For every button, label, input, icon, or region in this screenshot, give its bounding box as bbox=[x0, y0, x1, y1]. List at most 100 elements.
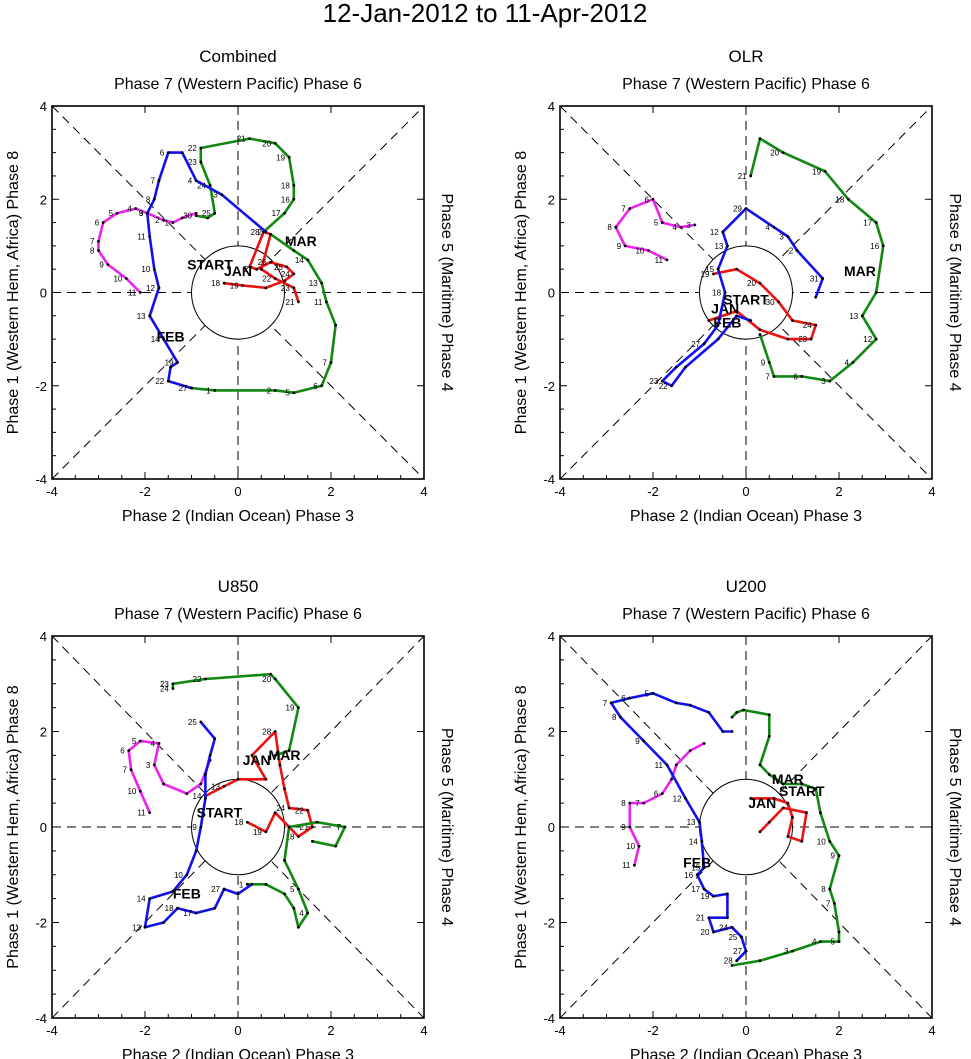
y-tick-label: 0 bbox=[40, 820, 47, 835]
series-point bbox=[726, 916, 729, 920]
series-point bbox=[805, 811, 808, 815]
day-label: 1 bbox=[239, 880, 244, 889]
day-label: 3 bbox=[139, 209, 144, 218]
day-label: 5 bbox=[109, 209, 114, 218]
series-point bbox=[334, 844, 338, 848]
series-point bbox=[283, 892, 286, 896]
x-tick-label: 2 bbox=[327, 484, 334, 499]
series-point bbox=[306, 258, 310, 262]
series-point bbox=[874, 291, 878, 294]
series-point bbox=[148, 897, 152, 901]
series-point bbox=[287, 155, 291, 159]
series-point bbox=[329, 361, 333, 364]
series-line-feb bbox=[143, 721, 253, 929]
series-point bbox=[292, 249, 296, 252]
day-label: 5 bbox=[831, 938, 836, 947]
y-tick-label: 2 bbox=[40, 192, 47, 207]
day-label: 12 bbox=[863, 335, 872, 344]
series-point bbox=[874, 221, 878, 224]
series-point bbox=[171, 221, 175, 224]
day-label: 18 bbox=[234, 818, 243, 827]
series-point bbox=[171, 687, 175, 690]
series-point bbox=[199, 160, 203, 164]
series-point bbox=[660, 379, 664, 383]
day-label: 21 bbox=[696, 914, 705, 923]
day-label: 1 bbox=[206, 386, 211, 395]
day-label: 21 bbox=[738, 172, 747, 181]
day-label: 24 bbox=[281, 270, 290, 279]
series-point bbox=[821, 277, 825, 280]
day-label: 13 bbox=[687, 818, 696, 827]
day-label: 7 bbox=[150, 177, 155, 186]
series-point bbox=[837, 930, 841, 934]
month-label: FEB bbox=[713, 314, 741, 330]
day-label: 7 bbox=[336, 823, 341, 832]
day-label: 22 bbox=[193, 675, 202, 684]
series-point bbox=[814, 295, 818, 299]
x-tick-label: -2 bbox=[139, 1023, 151, 1038]
series-point bbox=[269, 260, 272, 264]
series-point bbox=[199, 782, 203, 786]
day-label: 11 bbox=[655, 256, 664, 265]
day-label: 21 bbox=[237, 135, 246, 144]
y-tick-label: -2 bbox=[35, 379, 47, 394]
series-point bbox=[772, 375, 776, 378]
day-label: 12 bbox=[673, 794, 682, 803]
day-label: 17 bbox=[183, 909, 192, 918]
series-point bbox=[283, 279, 286, 283]
day-label: 17 bbox=[863, 219, 872, 228]
series-point bbox=[292, 286, 296, 290]
series-point bbox=[273, 811, 277, 815]
day-label: 13 bbox=[211, 782, 220, 791]
series-point bbox=[292, 197, 296, 201]
x-tick-label: 0 bbox=[234, 484, 241, 499]
series-point bbox=[194, 911, 198, 915]
day-label: 23 bbox=[188, 158, 197, 167]
series-point bbox=[749, 796, 753, 800]
day-label: 15 bbox=[691, 864, 700, 873]
day-label: 20 bbox=[262, 675, 271, 684]
series-point bbox=[311, 825, 314, 829]
series-point bbox=[157, 179, 161, 183]
series-point bbox=[800, 839, 804, 843]
series-point bbox=[688, 749, 692, 752]
x-tick-label: 0 bbox=[742, 484, 749, 499]
top-phase-label: Phase 7 (Western Pacific) Phase 6 bbox=[622, 76, 870, 93]
day-label: 14 bbox=[689, 837, 698, 846]
day-label: 20 bbox=[262, 139, 271, 148]
series-point bbox=[297, 300, 300, 304]
day-label: 5 bbox=[654, 219, 659, 228]
series-point bbox=[115, 211, 119, 215]
series-point bbox=[651, 197, 655, 201]
day-label: 7 bbox=[123, 766, 128, 775]
series-point bbox=[297, 925, 300, 929]
series-point bbox=[665, 258, 669, 262]
series-point bbox=[828, 839, 832, 843]
series-point bbox=[758, 328, 762, 332]
month-label: FEB bbox=[173, 886, 201, 902]
series-point bbox=[637, 844, 641, 848]
series-point bbox=[171, 890, 175, 893]
series-point bbox=[264, 777, 268, 781]
series-line-jan bbox=[750, 797, 808, 843]
series-point bbox=[285, 265, 289, 269]
day-label: 24 bbox=[803, 321, 812, 330]
series-point bbox=[795, 249, 799, 252]
day-label: 22 bbox=[295, 806, 304, 815]
day-label: 4 bbox=[812, 938, 817, 947]
series-point bbox=[758, 281, 762, 285]
series-point bbox=[208, 183, 212, 187]
series-point bbox=[791, 319, 794, 322]
series-point bbox=[269, 672, 272, 676]
series-point bbox=[241, 284, 245, 287]
series-point bbox=[320, 384, 324, 388]
day-label: 22 bbox=[155, 377, 164, 386]
day-label: 6 bbox=[160, 149, 165, 158]
day-label: 24 bbox=[197, 181, 206, 190]
day-label: 19 bbox=[165, 358, 174, 367]
day-label: 5 bbox=[132, 737, 137, 746]
day-label: 16 bbox=[281, 195, 290, 204]
series-point bbox=[712, 272, 715, 276]
y-tick-label: 4 bbox=[548, 629, 555, 644]
